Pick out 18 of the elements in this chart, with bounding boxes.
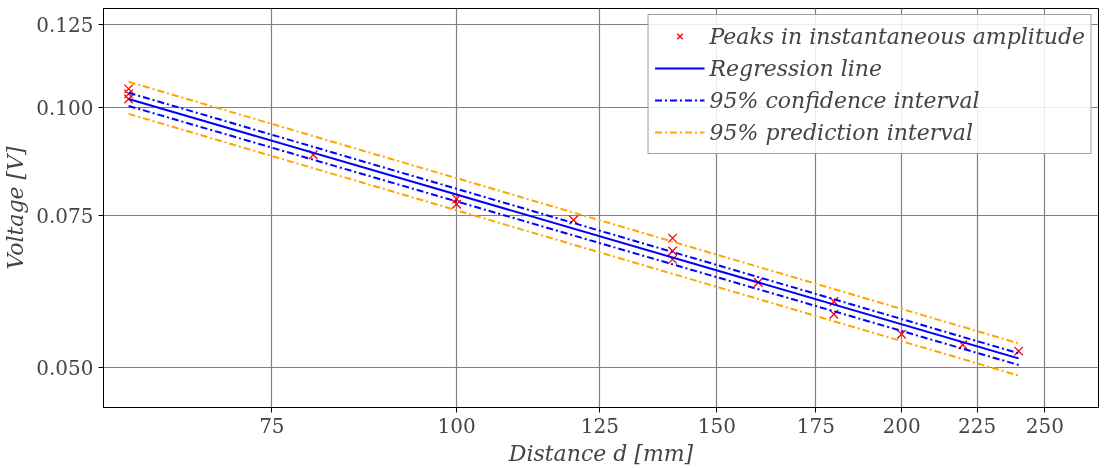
x-tick-label: 225: [958, 413, 997, 438]
x-tick-label: 75: [259, 413, 285, 438]
y-tick-label: 0.100: [36, 96, 94, 121]
x-tick-label: 175: [796, 413, 835, 438]
y-tick-label: 0.125: [36, 12, 94, 37]
y-tick-label: 0.050: [36, 355, 94, 380]
x-tick-label: 125: [580, 413, 619, 438]
x-tick-label: 250: [1025, 413, 1064, 438]
legend-label: Regression line: [709, 54, 883, 83]
y-tick-label: 0.075: [36, 204, 94, 228]
y-axis-title: Voltage [V]: [3, 145, 29, 270]
legend-label: 95% confidence interval: [709, 86, 980, 115]
legend-label: 95% prediction interval: [709, 118, 973, 147]
x-tick-label: 100: [437, 413, 476, 438]
legend-label: Peaks in instantaneous amplitude: [709, 22, 1085, 51]
x-tick-label: 150: [697, 413, 736, 438]
x-axis-title: Distance d [mm]: [507, 440, 694, 466]
x-tick-label: 200: [882, 413, 921, 438]
